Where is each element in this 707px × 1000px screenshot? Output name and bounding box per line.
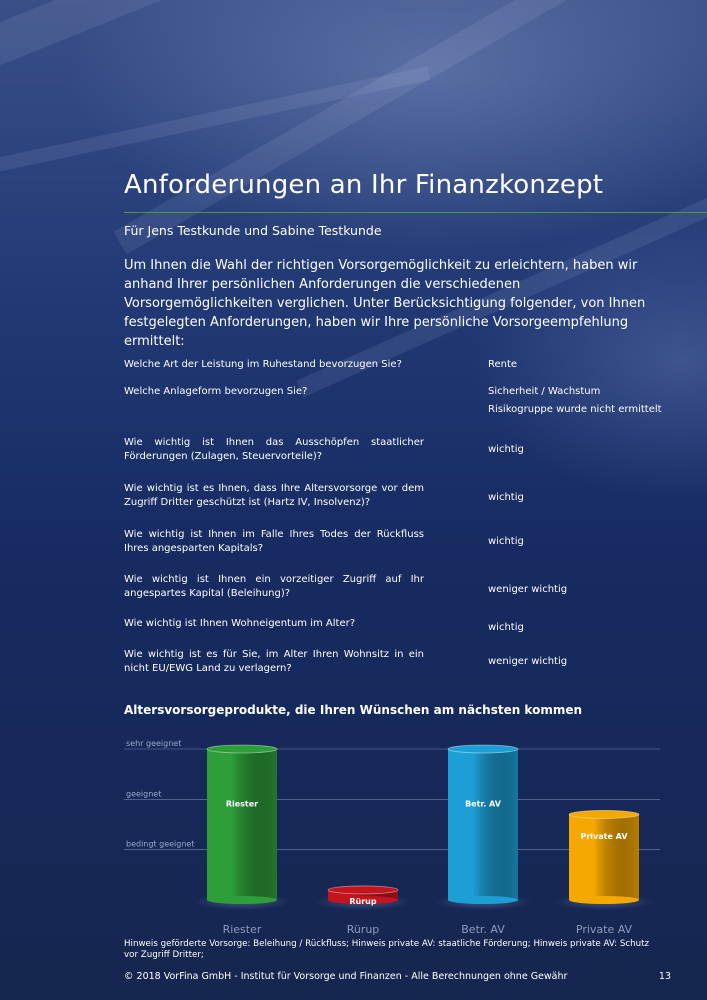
chart-x-tick-label: Riester [223, 923, 262, 936]
page-number: 13 [658, 971, 671, 982]
question-state-subsidies: Wie wichtig ist Ihnen das Ausschöpfen st… [124, 437, 424, 462]
footnote: Hinweis geförderte Vorsorge: Beleihung /… [124, 939, 650, 960]
question-investment-form: Welche Anlageform bevorzugen Sie? [124, 386, 308, 397]
client-names: Für Jens Testkunde und Sabine Testkunde [124, 223, 382, 238]
page-title: Anforderungen an Ihr Finanzkonzept [124, 170, 604, 200]
chart-bar-base [207, 896, 277, 904]
answer-risk-note: Risikogruppe wurde nicht ermittelt [488, 404, 662, 415]
chart-bar-base [569, 896, 639, 904]
chart-bar-label: Rürup [349, 897, 376, 906]
answer-relocation: weniger wichtig [488, 656, 568, 667]
chart-y-level-label: geeignet [126, 789, 161, 798]
chart-y-level-label: sehr geeignet [126, 739, 181, 748]
chart-bar-shading [328, 889, 398, 900]
chart-bar-shading [569, 814, 639, 900]
footer-copyright: © 2018 VorFina GmbH - Institut für Vorso… [124, 971, 568, 982]
title-divider [124, 212, 707, 213]
chart-bar-top [447, 744, 519, 754]
chart-x-tick-label: Rürup [347, 923, 380, 936]
chart-bar-label: Betr. AV [465, 800, 502, 809]
chart-bar-top [206, 744, 278, 754]
suitability-chart: bedingt geeignet geeignet sehr geeignet Ri… [124, 739, 660, 936]
answer-investment-form: Sicherheit / Wachstum [488, 386, 601, 397]
question-benefit-type: Welche Art der Leistung im Ruhestand bev… [124, 359, 402, 370]
intro-paragraph: Um Ihnen die Wahl der richtigen Vorsorge… [124, 258, 646, 349]
answer-home-ownership: wichtig [488, 622, 524, 633]
chart-bar-shading [448, 749, 518, 900]
chart-bar-shading [207, 749, 277, 900]
chart-bar-base [328, 896, 398, 904]
chart-bar-base [448, 896, 518, 904]
chart-bar-label: Riester [226, 800, 258, 809]
question-home-ownership: Wie wichtig ist Ihnen Wohneigentum im Al… [124, 618, 356, 629]
question-early-access: Wie wichtig ist Ihnen ein vorzeitiger Zu… [124, 574, 424, 599]
chart-bar-top [327, 885, 399, 895]
question-third-party-protection: Wie wichtig ist es Ihnen, dass Ihre Alte… [124, 483, 424, 508]
background-streak [0, 66, 431, 184]
answer-capital-return: wichtig [488, 536, 524, 547]
chart-x-tick-label: Private AV [576, 923, 633, 936]
question-relocation: Wie wichtig ist es für Sie, im Alter Ihr… [124, 649, 424, 674]
answer-early-access: weniger wichtig [488, 584, 568, 595]
question-capital-return: Wie wichtig ist Ihnen im Falle Ihres Tod… [124, 529, 424, 554]
chart-bar-label: Private AV [580, 832, 628, 841]
products-section-title: Altersvorsorgeprodukte, die Ihren Wünsch… [124, 703, 583, 717]
background-streak [0, 0, 707, 79]
chart-x-tick-label: Betr. AV [461, 923, 505, 936]
chart-bar-top [568, 810, 640, 819]
answer-third-party-protection: wichtig [488, 492, 524, 503]
answer-benefit-type: Rente [488, 359, 518, 370]
chart-y-level-label: bedingt geeignet [126, 840, 194, 849]
answer-state-subsidies: wichtig [488, 444, 524, 455]
